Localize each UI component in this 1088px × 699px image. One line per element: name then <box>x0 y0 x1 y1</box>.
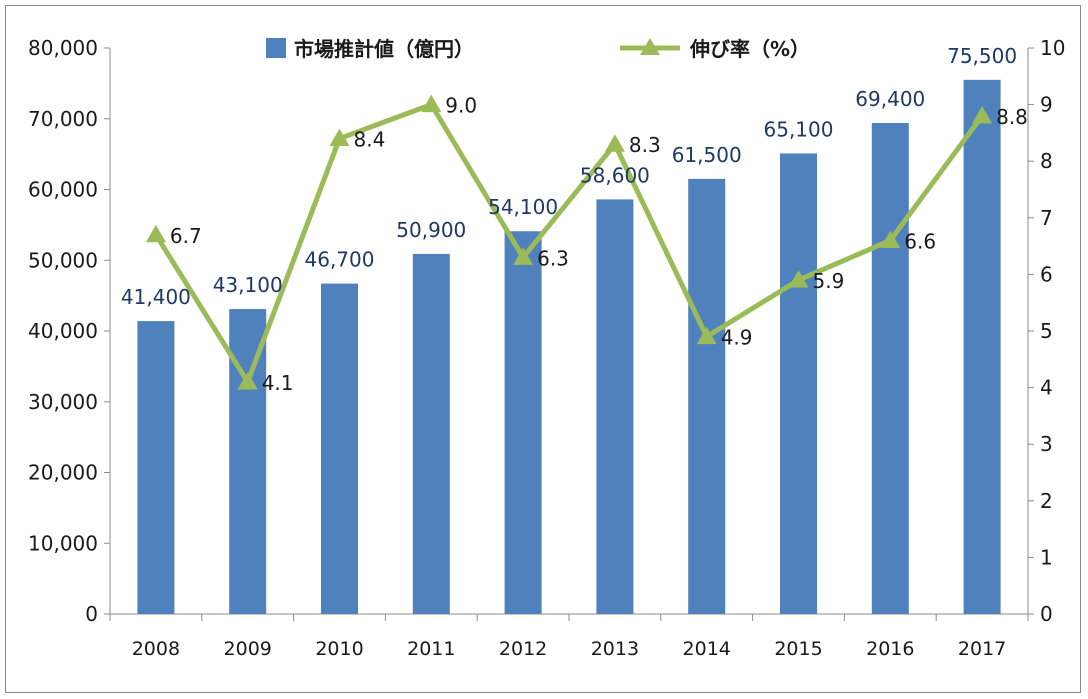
line-value-label: 8.8 <box>996 105 1028 129</box>
x-tick-label: 2009 <box>224 638 272 660</box>
line-value-label: 6.7 <box>170 224 202 248</box>
legend-label-line: 伸び率（%） <box>689 37 810 61</box>
line-marker <box>696 326 717 345</box>
bar-value-label: 65,100 <box>764 117 834 141</box>
line-value-label: 8.3 <box>629 133 661 157</box>
left-tick-label: 0 <box>85 602 98 626</box>
left-tick-label: 10,000 <box>28 531 98 555</box>
left-tick-label: 50,000 <box>28 248 98 272</box>
legend-label-bar: 市場推計値（億円） <box>294 37 474 61</box>
line-marker <box>788 270 809 288</box>
bar-value-label: 46,700 <box>305 248 375 272</box>
bar <box>412 253 450 614</box>
right-tick-label: 4 <box>1040 376 1053 400</box>
x-tick-label: 2015 <box>774 638 822 660</box>
bar-value-label: 69,400 <box>855 87 925 111</box>
line-value-label: 4.1 <box>262 371 294 395</box>
right-tick-label: 0 <box>1040 602 1053 626</box>
line-value-label: 5.9 <box>813 269 845 293</box>
bar <box>780 153 817 615</box>
bar-value-label: 58,600 <box>580 163 650 187</box>
right-tick-label: 2 <box>1040 489 1053 513</box>
x-tick-label: 2012 <box>499 638 547 660</box>
x-tick-label: 2011 <box>407 638 455 660</box>
line-value-label: 6.3 <box>537 246 569 270</box>
data-labels: 41,400 43,100 46,700 50,900 54,100 58,600 61,5… <box>121 44 1028 395</box>
line-marker <box>513 247 534 265</box>
line-series <box>145 94 993 390</box>
x-tick-label: 2008 <box>132 638 180 660</box>
axes: 0 10,000 20,000 30,000 40,000 50,000 60,000 70,… <box>28 36 1065 660</box>
bar-value-label: 41,400 <box>121 285 191 309</box>
line-value-label: 8.4 <box>354 128 386 152</box>
bar-value-label: 43,100 <box>213 273 283 297</box>
line-marker <box>604 134 625 152</box>
bar <box>137 321 175 614</box>
left-tick-label: 70,000 <box>28 107 98 131</box>
left-tick-label: 40,000 <box>28 319 98 343</box>
right-tick-label: 3 <box>1040 432 1053 456</box>
x-tick-label: 2017 <box>958 638 1006 660</box>
legend: 市場推計値（億円） 伸び率（%） <box>266 37 810 61</box>
x-tick-label: 2013 <box>591 638 639 660</box>
legend-swatch-bar <box>266 38 286 58</box>
bar <box>321 283 358 614</box>
growth-line <box>153 102 985 385</box>
bar-series <box>137 79 1001 615</box>
bar <box>871 122 909 615</box>
bar <box>688 178 726 614</box>
bar-value-label: 54,100 <box>488 195 558 219</box>
left-tick-label: 80,000 <box>28 36 98 60</box>
left-tick-label: 30,000 <box>28 390 98 414</box>
left-tick-label: 60,000 <box>28 178 98 202</box>
bar <box>596 199 634 614</box>
bar-value-label: 50,900 <box>396 218 466 242</box>
left-tick-label: 20,000 <box>28 461 98 485</box>
x-tick-label: 2014 <box>683 638 731 660</box>
x-tick-label: 2016 <box>866 638 914 660</box>
line-marker <box>329 128 350 147</box>
line-marker <box>880 230 901 248</box>
right-tick-label: 7 <box>1040 206 1053 230</box>
right-tick-label: 9 <box>1040 93 1053 117</box>
line-value-label: 4.9 <box>721 326 753 350</box>
legend-marker-line <box>640 38 660 55</box>
bar <box>229 309 267 614</box>
right-tick-label: 10 <box>1040 36 1065 60</box>
line-marker <box>237 371 258 390</box>
right-tick-label: 6 <box>1040 262 1053 286</box>
line-value-label: 9.0 <box>445 94 477 118</box>
right-tick-label: 1 <box>1040 545 1053 569</box>
right-tick-label: 5 <box>1040 319 1053 343</box>
line-value-label: 6.6 <box>904 229 936 253</box>
line-marker <box>421 94 442 113</box>
bar-value-label: 61,500 <box>672 143 742 167</box>
x-tick-label: 2010 <box>315 638 363 660</box>
right-tick-label: 8 <box>1040 149 1053 173</box>
chart-frame <box>5 5 1081 693</box>
bar-value-label: 75,500 <box>947 44 1017 68</box>
line-marker <box>145 224 166 243</box>
line-marker <box>972 105 993 124</box>
bar <box>963 79 1001 614</box>
bar <box>504 231 542 614</box>
